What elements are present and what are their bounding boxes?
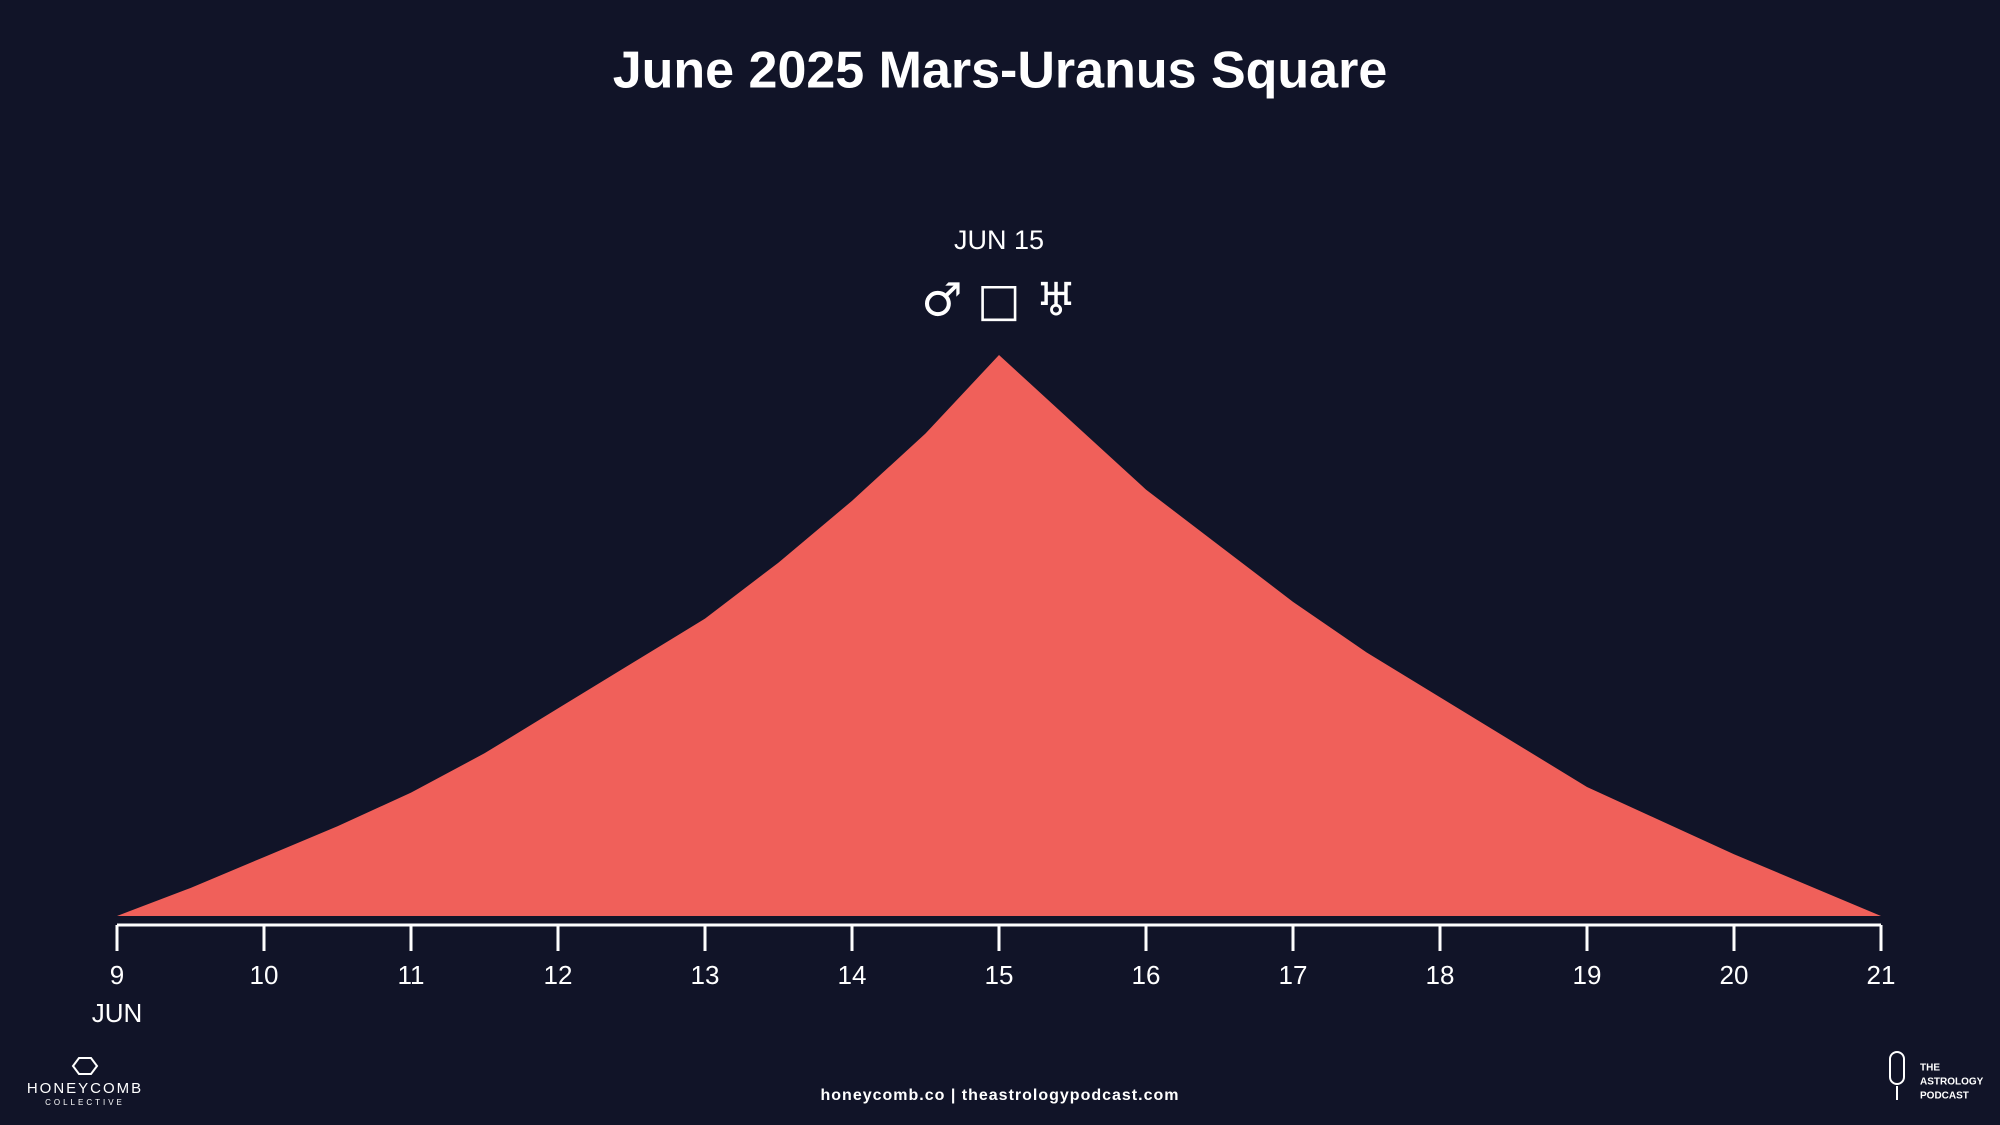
area — [117, 355, 1881, 916]
x-axis-label: JUN — [92, 998, 143, 1028]
x-tick-label: 13 — [691, 960, 720, 990]
annotation-symbol: ♂ □ ♅ — [921, 273, 1076, 327]
podcast-logo: THE ASTROLOGY PODCAST — [1889, 1051, 1984, 1102]
x-tick-label: 21 — [1867, 960, 1896, 990]
footer-links: honeycomb.co | theastrologypodcast.com — [821, 1087, 1180, 1104]
x-tick-label: 10 — [250, 960, 279, 990]
x-tick-label: 15 — [985, 960, 1014, 990]
x-tick-label: 14 — [838, 960, 867, 990]
mic-icon — [1889, 1051, 1905, 1085]
x-tick-label: 9 — [110, 960, 124, 990]
logo-name: HONEYCOMB — [27, 1080, 143, 1097]
x-tick-label: 19 — [1573, 960, 1602, 990]
logo-tagline: COLLECTIVE — [45, 1098, 125, 1107]
x-tick-label: 16 — [1132, 960, 1161, 990]
logo-line: THE — [1920, 1063, 1940, 1074]
logo-line: PODCAST — [1920, 1091, 1969, 1102]
annotation-label: JUN 15 — [954, 225, 1044, 255]
chart-title: June 2025 Mars-Uranus Square — [613, 42, 1388, 100]
hex-icon — [71, 1057, 99, 1075]
x-tick-label: 17 — [1279, 960, 1308, 990]
logo-line: ASTROLOGY — [1920, 1077, 1984, 1088]
x-tick-label: 18 — [1426, 960, 1455, 990]
x-tick-label: 20 — [1720, 960, 1749, 990]
x-tick-label: 11 — [398, 960, 425, 990]
x-tick-label: 12 — [544, 960, 573, 990]
honeycomb-logo: HONEYCOMB COLLECTIVE — [27, 1057, 143, 1107]
